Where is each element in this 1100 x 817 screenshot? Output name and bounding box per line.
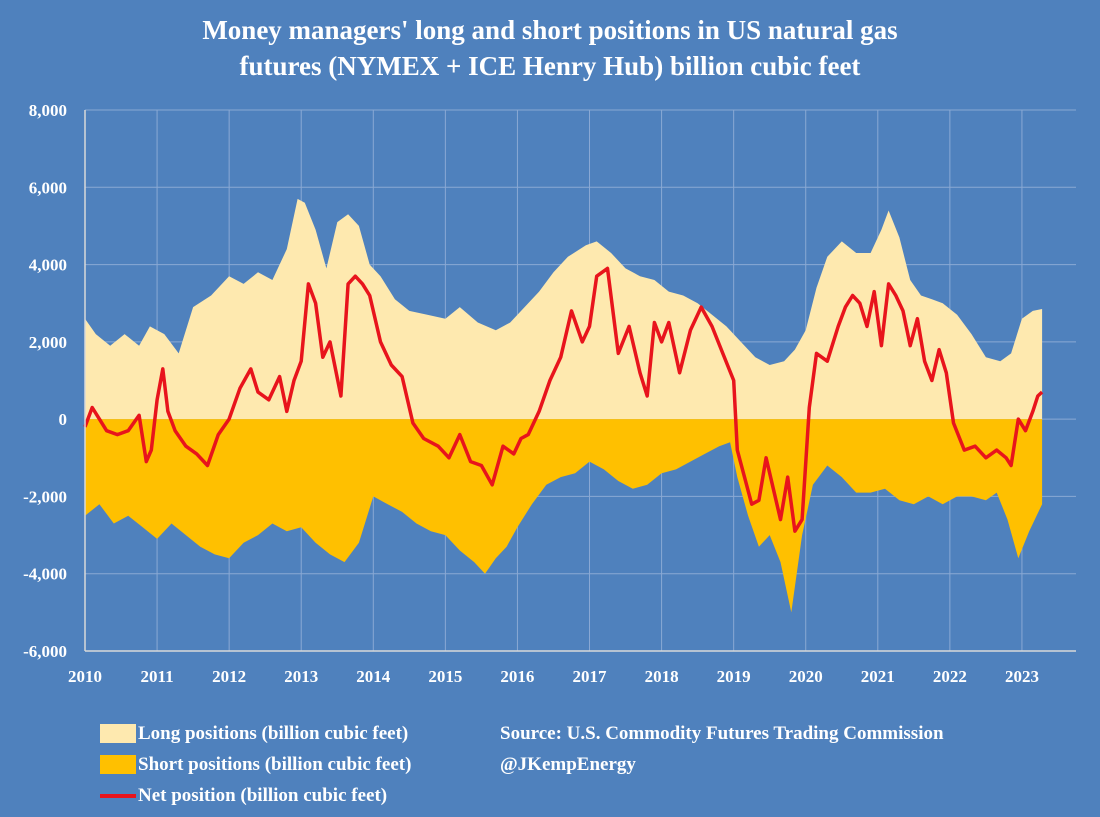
x-tick-label: 2016 — [500, 667, 534, 686]
x-tick-label: 2010 — [68, 667, 102, 686]
chart-title: Money managers' long and short positions… — [0, 12, 1100, 84]
x-tick-label: 2020 — [789, 667, 823, 686]
x-tick-label: 2013 — [284, 667, 318, 686]
x-axis-ticks: 2010 2011 2012 2013 2014 2015 2016 2017 2018 2019… — [68, 667, 1039, 686]
long-positions-area — [85, 198, 1043, 420]
chart-title-line-2: futures (NYMEX + ICE Henry Hub) billion … — [239, 51, 861, 81]
chart-title-line-1: Money managers' long and short positions… — [202, 15, 898, 45]
legend-item-long: Long positions (billion cubic feet) — [100, 718, 411, 749]
y-tick-label: 6,000 — [29, 178, 67, 197]
x-tick-label: 2023 — [1005, 667, 1039, 686]
x-tick-label: 2014 — [356, 667, 391, 686]
x-tick-label: 2015 — [428, 667, 462, 686]
x-tick-label: 2019 — [717, 667, 751, 686]
net-position-line — [83, 266, 1044, 533]
legend-label-net: Net position (billion cubic feet) — [138, 784, 388, 806]
source-note: Source: U.S. Commodity Futures Trading C… — [500, 718, 944, 780]
author-handle: @JKempEnergy — [500, 754, 636, 775]
axes — [84, 110, 1076, 652]
short-positions-area — [85, 419, 1043, 613]
x-tick-label: 2018 — [645, 667, 679, 686]
legend-swatch-short — [100, 755, 136, 774]
legend-swatch-net — [100, 793, 136, 798]
x-tick-label: 2022 — [933, 667, 967, 686]
legend: Long positions (billion cubic feet) Shor… — [100, 718, 411, 811]
y-tick-label: 0 — [59, 410, 68, 429]
y-tick-label: 2,000 — [29, 333, 67, 352]
legend-label-short: Short positions (billion cubic feet) — [138, 753, 412, 775]
y-tick-label: -6,000 — [23, 642, 67, 661]
legend-item-short: Short positions (billion cubic feet) — [100, 749, 411, 780]
legend-label-long: Long positions (billion cubic feet) — [138, 722, 409, 744]
x-tick-label: 2021 — [861, 667, 895, 686]
x-tick-label: 2011 — [141, 667, 174, 686]
source-line: Source: U.S. Commodity Futures Trading C… — [500, 723, 944, 744]
y-tick-label: -4,000 — [23, 565, 67, 584]
x-tick-label: 2012 — [212, 667, 246, 686]
legend-item-net: Net position (billion cubic feet) — [100, 780, 411, 811]
y-tick-label: 4,000 — [29, 256, 67, 275]
y-tick-label: 8,000 — [29, 101, 67, 120]
legend-swatch-long — [100, 724, 136, 743]
y-tick-label: -2,000 — [23, 487, 67, 506]
x-tick-label: 2017 — [573, 667, 608, 686]
y-axis-ticks: 8,000 6,000 4,000 2,000 0 -2,000 -4,000 -6,000 — [23, 101, 67, 661]
